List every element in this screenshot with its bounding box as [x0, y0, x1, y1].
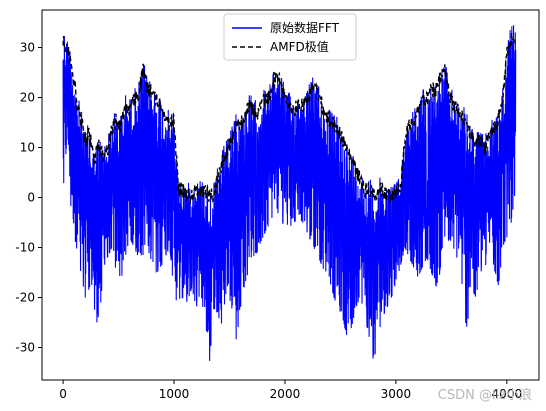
legend-label-amfd: AMFD极值 — [270, 39, 329, 54]
series-line-amfd — [62, 33, 517, 205]
y-tick-label: -30 — [15, 341, 35, 355]
watermark: CSDN @llz小浪 — [437, 388, 532, 403]
y-tick-label: 30 — [20, 41, 35, 55]
x-tick-label: 4000 — [492, 387, 523, 401]
x-tick-label: 1000 — [159, 387, 190, 401]
y-tick-label: -10 — [15, 241, 35, 255]
y-tick-label: 10 — [20, 141, 35, 155]
y-tick-label: -20 — [15, 291, 35, 305]
y-tick-label: 0 — [27, 191, 35, 205]
legend-label-fft: 原始数据FFT — [270, 20, 340, 35]
y-tick-label: 20 — [20, 91, 35, 105]
x-tick-label: 0 — [59, 387, 67, 401]
x-tick-label: 2000 — [270, 387, 301, 401]
plot-frame — [41, 9, 540, 381]
series-line-fft — [62, 25, 517, 361]
legend: 原始数据FFT AMFD极值 — [223, 13, 357, 61]
legend-box — [223, 13, 357, 61]
x-tick-label: 3000 — [381, 387, 412, 401]
